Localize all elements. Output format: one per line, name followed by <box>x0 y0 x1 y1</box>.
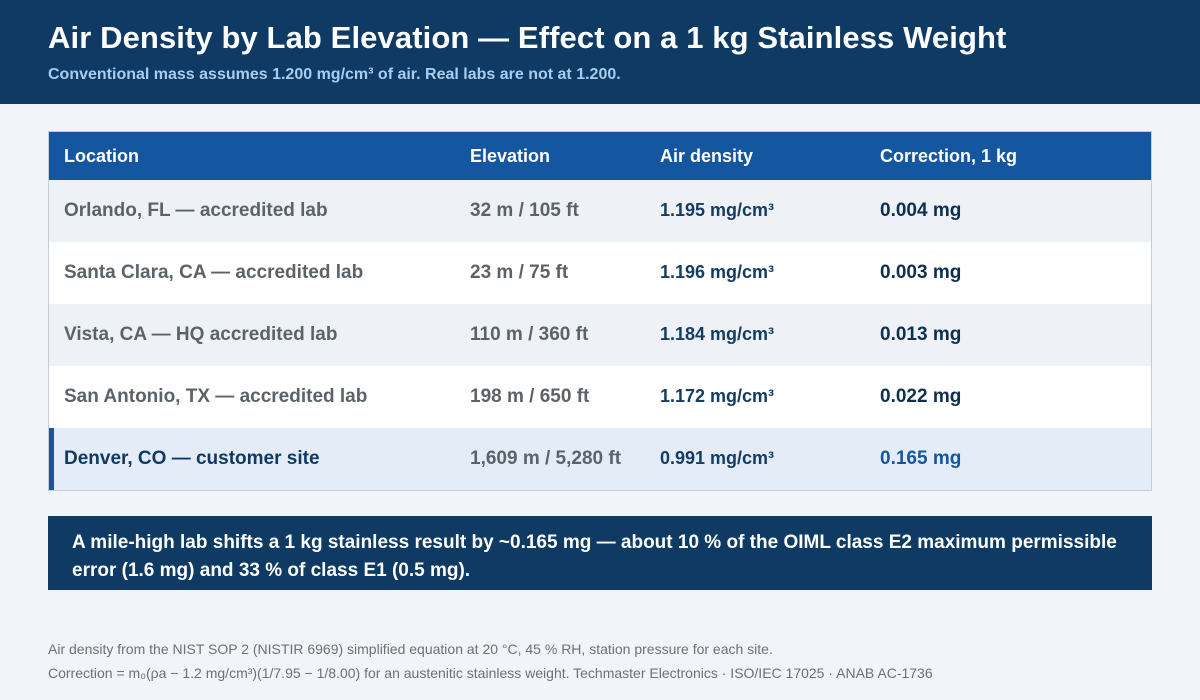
air-density-table: Location Elevation Air density Correctio… <box>48 131 1152 491</box>
location-cell: San Antonio, TX — accredited lab <box>64 386 368 407</box>
table-header-row: Location Elevation Air density Correctio… <box>49 132 1151 180</box>
column-header-correction: Correction, 1 kg <box>880 146 1018 166</box>
correction-cell: 0.022 mg <box>880 386 962 407</box>
correction-cell: 0.003 mg <box>880 262 962 283</box>
elevation-cell: 23 m / 75 ft <box>470 262 569 283</box>
air-density-cell: 1.195 mg/cm³ <box>660 200 775 220</box>
correction-cell: 0.165 mg <box>880 448 962 469</box>
page-title: Air Density by Lab Elevation — Effect on… <box>48 20 1007 55</box>
table-row: Santa Clara, CA — accredited lab 23 m / … <box>49 242 1151 304</box>
table-row: San Antonio, TX — accredited lab 198 m /… <box>49 366 1151 428</box>
table-row: Orlando, FL — accredited lab 32 m / 105 … <box>49 180 1151 242</box>
location-cell: Santa Clara, CA — accredited lab <box>64 262 364 283</box>
callout-text: A mile-high lab shifts a 1 kg stainless … <box>72 532 1117 581</box>
location-cell: Denver, CO — customer site <box>64 448 320 469</box>
location-cell: Vista, CA — HQ accredited lab <box>64 324 338 345</box>
elevation-cell: 32 m / 105 ft <box>470 200 579 221</box>
location-cell: Orlando, FL — accredited lab <box>64 200 328 221</box>
page-subtitle: Conventional mass assumes 1.200 mg/cm³ o… <box>48 66 621 83</box>
air-density-cell: 1.196 mg/cm³ <box>660 262 775 282</box>
page-header: Air Density by Lab Elevation — Effect on… <box>0 0 1200 104</box>
correction-cell: 0.004 mg <box>880 200 962 221</box>
air-density-cell: 0.991 mg/cm³ <box>660 448 775 468</box>
correction-cell: 0.013 mg <box>880 324 962 345</box>
column-header-location: Location <box>64 146 139 166</box>
air-density-cell: 1.184 mg/cm³ <box>660 324 775 344</box>
highlight-accent-bar <box>49 428 54 490</box>
elevation-cell: 1,609 m / 5,280 ft <box>470 448 622 469</box>
footnote-method: Air density from the NIST SOP 2 (NISTIR … <box>48 641 773 657</box>
table-row-highlighted: Denver, CO — customer site 1,609 m / 5,2… <box>49 428 1151 490</box>
elevation-cell: 198 m / 650 ft <box>470 386 590 407</box>
footnote-formula: Correction = m₀(ρa − 1.2 mg/cm³)(1/7.95 … <box>48 665 933 681</box>
column-header-elevation: Elevation <box>470 146 551 166</box>
callout-box: A mile-high lab shifts a 1 kg stainless … <box>48 516 1152 590</box>
table-row: Vista, CA — HQ accredited lab 110 m / 36… <box>49 304 1151 366</box>
elevation-cell: 110 m / 360 ft <box>470 324 589 345</box>
air-density-cell: 1.172 mg/cm³ <box>660 386 775 406</box>
column-header-air-density: Air density <box>660 146 754 166</box>
